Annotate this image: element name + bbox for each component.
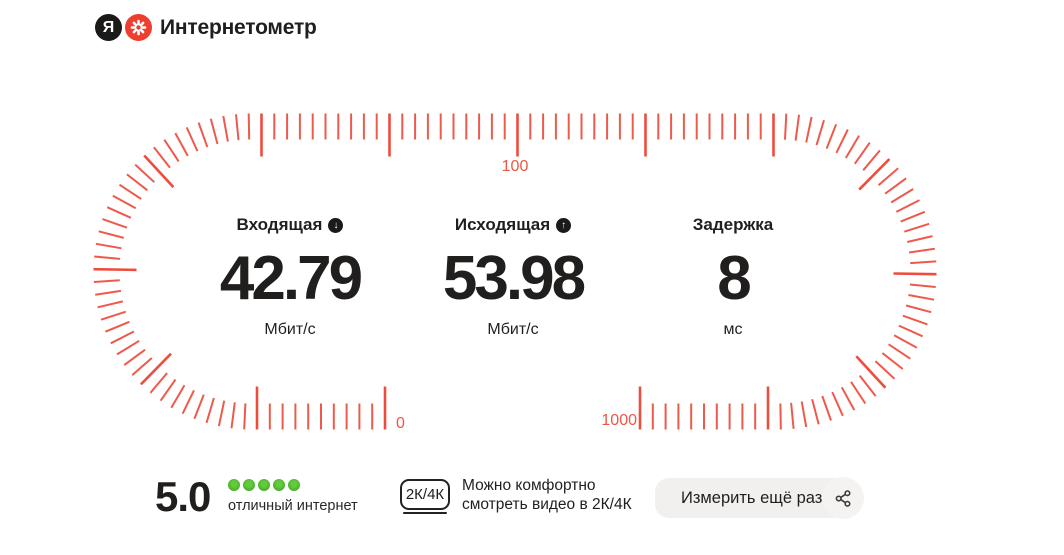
- metric-latency-value: 8: [717, 244, 752, 313]
- video-quality-badge-icon: 2К/4К: [400, 479, 450, 514]
- download-arrow-icon: ↓: [328, 217, 344, 233]
- rating-dot: [228, 479, 240, 491]
- yandex-ya-icon: Я: [95, 14, 122, 41]
- video-quality-line1: Можно комфортно: [462, 477, 596, 494]
- metric-latency: Задержка 8 мс: [628, 215, 838, 339]
- rating-score: 5.0: [155, 473, 211, 520]
- gauge-label-1000: 1000: [601, 412, 637, 429]
- rating-dot: [273, 479, 285, 491]
- yandex-logo-link[interactable]: Я Интернетометр: [95, 14, 317, 41]
- share-button[interactable]: [822, 477, 864, 519]
- measure-again-button[interactable]: Измерить ещё раз: [655, 478, 849, 518]
- metric-download-label: Входящая: [236, 215, 323, 234]
- rating-caption: отличный интернет: [228, 498, 358, 514]
- rating-dot: [243, 479, 255, 491]
- metric-upload-unit: Мбит/с: [487, 321, 539, 338]
- share-icon: [833, 488, 854, 509]
- gauge-label-0: 0: [396, 415, 405, 432]
- video-quality-text: Можно комфортно смотреть видео в 2К/4К: [462, 477, 632, 514]
- rating-dot: [258, 479, 270, 491]
- gauge-label-100: 100: [501, 158, 529, 175]
- yandex-flower-icon: [125, 14, 152, 41]
- rating-dot: [288, 479, 300, 491]
- page-title: Интернетометр: [160, 15, 317, 39]
- metric-latency-label: Задержка: [692, 215, 774, 234]
- upload-arrow-icon: ↑: [556, 217, 572, 233]
- video-quality-badge-label: 2К/4К: [405, 486, 445, 503]
- metric-download-unit: Мбит/с: [264, 321, 316, 338]
- metric-upload-value: 53.98: [442, 244, 586, 313]
- video-quality-line2: смотреть видео в 2К/4К: [462, 495, 632, 513]
- metric-upload: Исходящая ↑ 53.98 Мбит/с: [408, 215, 618, 339]
- metric-download: Входящая ↓ 42.79 Мбит/с: [185, 215, 395, 339]
- metric-download-value: 42.79: [219, 244, 363, 313]
- rating-block: отличный интернет: [228, 479, 358, 514]
- rating-dots: [228, 479, 358, 491]
- metric-latency-unit: мс: [723, 321, 743, 338]
- metric-upload-label: Исходящая: [454, 215, 551, 234]
